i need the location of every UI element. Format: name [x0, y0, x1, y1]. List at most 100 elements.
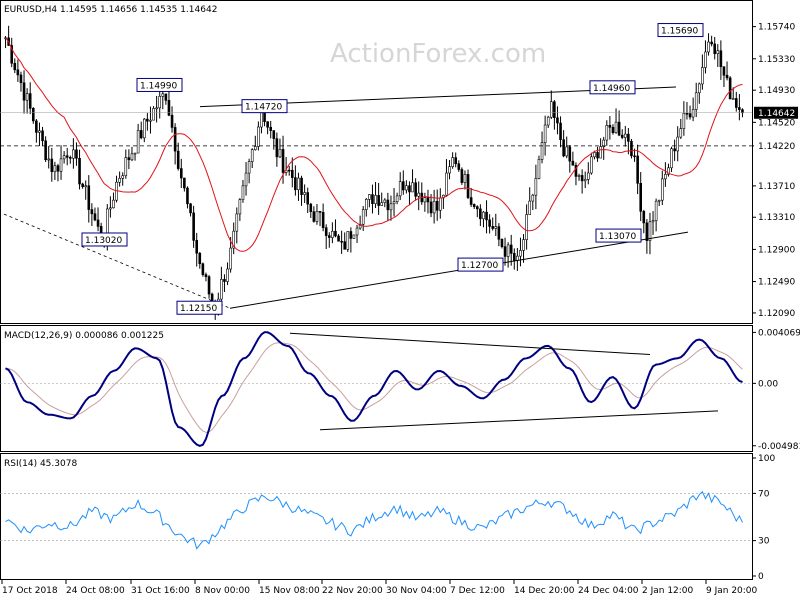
- candle-body: [460, 169, 464, 183]
- candle-body: [540, 142, 544, 160]
- candle-body: [660, 178, 664, 201]
- candle-body: [90, 209, 94, 215]
- macd-upper-trendline: [289, 332, 651, 356]
- price-annotation-box: [457, 257, 504, 272]
- candle-body: [343, 241, 347, 250]
- x-tick-label: 9 Jan 20:00: [706, 586, 758, 596]
- candle-body: [574, 164, 578, 177]
- candle-body: [728, 77, 732, 100]
- candle-body: [121, 175, 125, 179]
- candle-body: [198, 252, 202, 265]
- candle-body: [93, 213, 97, 221]
- candle-body: [682, 112, 686, 129]
- price-annotation-box: [589, 80, 636, 95]
- candle-body: [528, 200, 532, 215]
- price-annotation-label: 1.14990: [140, 81, 177, 91]
- candle-body: [68, 157, 72, 159]
- candle-body: [223, 279, 226, 282]
- rsi-ytick-label: 30: [758, 537, 770, 547]
- candle-body: [358, 223, 362, 229]
- candle-body: [457, 163, 461, 170]
- candle-body: [272, 130, 276, 139]
- moving-average-line: [5, 37, 743, 252]
- candle-body: [312, 211, 316, 222]
- candle-body: [651, 220, 655, 223]
- candle-body: [19, 74, 23, 84]
- price-annotation-label: 1.14720: [245, 103, 282, 113]
- candle-body: [81, 183, 84, 188]
- candle-body: [500, 238, 504, 247]
- candle-body: [688, 113, 692, 118]
- candle-body: [275, 138, 279, 158]
- candle-body: [719, 50, 723, 68]
- candle-body: [281, 149, 285, 173]
- candle-body: [297, 177, 300, 191]
- price-annotation-label: 1.13020: [85, 236, 122, 246]
- candle-body: [435, 200, 439, 211]
- candle-body: [53, 165, 57, 173]
- candle-body: [75, 149, 78, 159]
- price-ytick-label: 1.13310: [758, 213, 795, 223]
- macd-header: MACD(12,26,9) 0.000086 0.001225: [4, 331, 164, 341]
- candle-body: [534, 178, 538, 196]
- candle-body: [417, 192, 421, 197]
- candle-body: [633, 155, 636, 158]
- candle-body: [195, 240, 199, 254]
- candle-body: [608, 125, 612, 128]
- candle-body: [482, 211, 485, 220]
- candle-body: [605, 125, 609, 141]
- candle-body: [10, 45, 14, 64]
- candle-body: [374, 195, 377, 205]
- candle-body: [479, 208, 482, 220]
- rsi-line: [5, 490, 743, 550]
- candle-body: [87, 185, 91, 210]
- candle-body: [408, 185, 411, 193]
- candle-body: [22, 82, 26, 101]
- candle-body: [469, 197, 473, 205]
- candle-body: [642, 210, 646, 224]
- candle-body: [580, 175, 584, 182]
- macd-ytick-label: 0.00: [758, 379, 778, 389]
- x-tick-label: 24 Oct 08:00: [66, 586, 125, 596]
- candle-body: [593, 152, 596, 158]
- candle-body: [306, 192, 310, 205]
- candle-body: [549, 101, 553, 118]
- candle-body: [112, 199, 115, 209]
- candle-body: [253, 146, 257, 150]
- price-ytick-label: 1.15330: [758, 55, 795, 65]
- candle-body: [35, 120, 38, 133]
- candle-body: [741, 109, 744, 114]
- x-tick-label: 30 Nov 04:00: [386, 586, 447, 596]
- candle-body: [25, 93, 29, 101]
- candle-body: [438, 197, 442, 211]
- candle-body: [321, 212, 325, 229]
- candle-body: [617, 121, 621, 136]
- candle-body: [361, 209, 365, 225]
- candle-body: [731, 98, 735, 100]
- candle-body: [161, 93, 165, 97]
- price-ytick-label: 1.12900: [758, 245, 795, 255]
- candle-body: [565, 146, 569, 157]
- candle-body: [636, 155, 639, 184]
- candle-body: [654, 200, 658, 221]
- candle-body: [611, 126, 615, 133]
- candle-body: [331, 230, 334, 238]
- candle-body: [65, 155, 69, 158]
- candle-body: [139, 130, 143, 139]
- price-annotation-label: 1.13070: [599, 232, 636, 242]
- candle-body: [485, 211, 488, 221]
- candle-body: [62, 155, 66, 160]
- candle-body: [546, 116, 550, 126]
- candle-body: [414, 182, 417, 197]
- candle-body: [553, 101, 556, 119]
- price-annotation-box: [657, 23, 704, 38]
- x-tick-label: 24 Dec 04:00: [578, 586, 639, 596]
- candle-body: [303, 192, 306, 195]
- dashed-trendline: [3, 213, 231, 309]
- candle-body: [398, 181, 402, 197]
- price-annotation-label: 1.14960: [593, 84, 630, 94]
- candle-body: [130, 153, 134, 161]
- candle-body: [627, 133, 630, 142]
- price-header: EURUSD,H4 1.14595 1.14656 1.14535 1.1464…: [4, 5, 217, 15]
- candle-body: [204, 274, 208, 277]
